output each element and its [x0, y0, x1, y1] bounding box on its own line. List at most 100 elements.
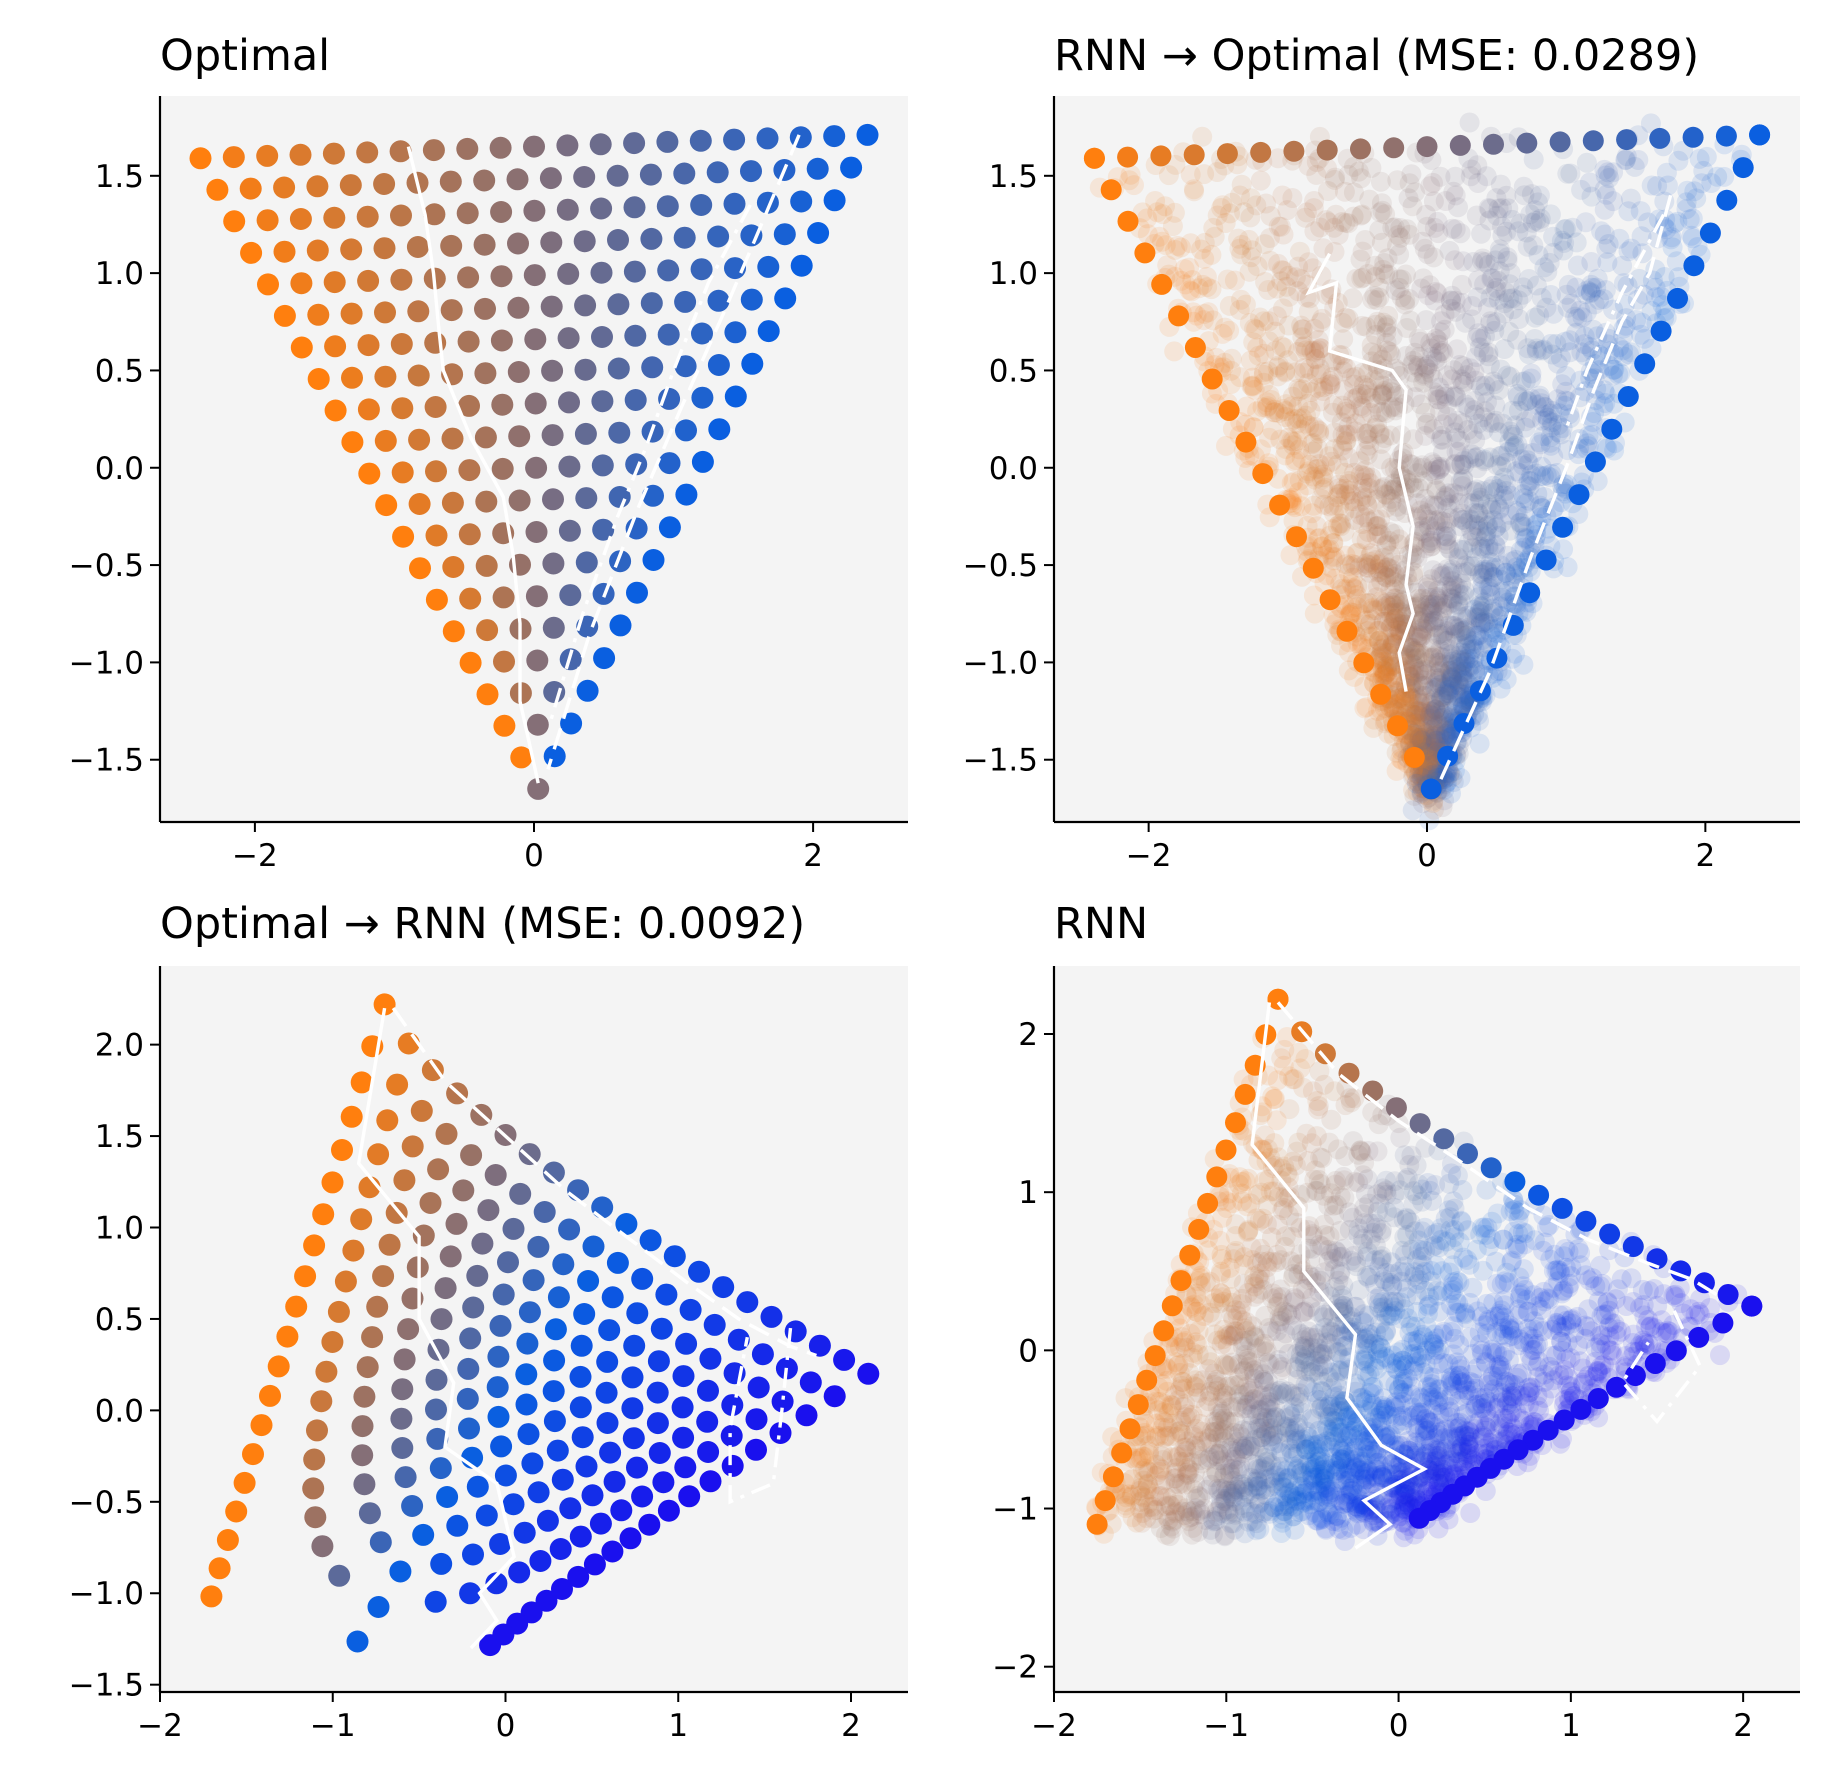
- data-point: [374, 429, 397, 452]
- data-point: [1387, 681, 1408, 702]
- data-point: [1407, 647, 1428, 668]
- data-point: [373, 173, 396, 195]
- data-point: [541, 359, 564, 382]
- data-point: [1360, 388, 1381, 408]
- data-point: [1514, 600, 1534, 621]
- data-point: [1235, 431, 1257, 453]
- data-point: [574, 294, 597, 317]
- data-point: [1371, 638, 1392, 659]
- data-point: [1438, 712, 1459, 733]
- data-point: [1294, 335, 1315, 356]
- data-point: [1687, 237, 1708, 257]
- data-point: [526, 649, 549, 672]
- data-point: [1231, 174, 1252, 195]
- data-point: [639, 1229, 662, 1252]
- data-point: [1229, 185, 1250, 206]
- data-point: [1308, 340, 1329, 361]
- data-point: [1117, 146, 1139, 168]
- data-point: [1376, 332, 1397, 353]
- data-point: [1236, 396, 1257, 417]
- data-point: [1338, 473, 1359, 494]
- data-point: [646, 1381, 669, 1404]
- data-point: [1400, 648, 1420, 669]
- data-point: [1201, 244, 1222, 265]
- data-point: [1432, 699, 1453, 720]
- data-point: [1518, 453, 1539, 474]
- data-point: [1149, 226, 1170, 247]
- data-point: [1271, 271, 1292, 292]
- data-point: [442, 620, 465, 643]
- data-point: [1565, 306, 1586, 327]
- data-point: [1429, 459, 1450, 480]
- data-point: [541, 424, 564, 447]
- data-point: [1491, 445, 1512, 466]
- data-point: [240, 241, 263, 264]
- data-point: [1283, 471, 1304, 492]
- data-point: [1357, 495, 1378, 516]
- data-point: [1421, 338, 1442, 359]
- data-point: [1495, 562, 1516, 583]
- data-point: [1431, 689, 1452, 710]
- data-point: [452, 1179, 475, 1202]
- data-point: [1380, 378, 1401, 399]
- data-point: [1554, 232, 1575, 253]
- data-point: [571, 1426, 594, 1449]
- data-point: [1401, 660, 1422, 681]
- data-point: [1371, 232, 1392, 253]
- data-point: [623, 132, 646, 155]
- data-point: [1228, 228, 1249, 249]
- data-point: [1594, 380, 1615, 401]
- data-point: [601, 1540, 624, 1563]
- data-point: [1314, 494, 1335, 515]
- data-point: [1603, 359, 1624, 380]
- data-point: [1151, 273, 1173, 295]
- data-point: [1439, 240, 1460, 261]
- data-point: [1240, 207, 1261, 228]
- data-point: [1184, 181, 1205, 202]
- data-point: [1384, 611, 1404, 632]
- data-point: [1420, 778, 1442, 800]
- data-point: [306, 1419, 328, 1442]
- data-point: [1409, 727, 1430, 748]
- data-point: [1396, 264, 1416, 285]
- data-point: [1452, 655, 1473, 676]
- data-point: [1684, 181, 1705, 202]
- data-point: [1295, 340, 1316, 361]
- data-point: [1292, 319, 1313, 340]
- data-point: [1259, 228, 1280, 248]
- data-point: [525, 521, 548, 543]
- data-point: [407, 300, 430, 323]
- data-point: [1364, 709, 1385, 730]
- data-point: [430, 1308, 453, 1331]
- data-point: [1664, 213, 1685, 234]
- data-point: [1483, 567, 1504, 588]
- data-point: [1340, 602, 1361, 623]
- data-point: [1562, 217, 1583, 238]
- data-point: [1299, 454, 1320, 475]
- data-point: [1384, 595, 1405, 616]
- data-point: [1455, 649, 1476, 670]
- data-point: [1409, 611, 1430, 631]
- data-point: [1372, 402, 1393, 422]
- data-point: [1275, 361, 1296, 382]
- data-point: [1302, 557, 1324, 579]
- data-point: [1436, 534, 1457, 554]
- data-point: [1629, 268, 1650, 289]
- data-point: [374, 365, 397, 388]
- data-point: [1338, 164, 1359, 185]
- data-point: [1367, 344, 1388, 365]
- data-point: [1443, 575, 1464, 596]
- data-point: [256, 209, 279, 232]
- data-point: [688, 1260, 710, 1283]
- data-point: [1409, 689, 1430, 710]
- data-point: [1464, 400, 1485, 421]
- data-point: [1224, 270, 1245, 291]
- data-point: [1231, 235, 1252, 255]
- data-point: [1597, 162, 1618, 183]
- data-point: [1620, 188, 1641, 209]
- dashed-trajectory: [546, 134, 801, 770]
- data-point: [1436, 621, 1457, 641]
- data-point: [1383, 669, 1403, 690]
- data-point: [1275, 445, 1296, 466]
- data-point: [1490, 243, 1510, 264]
